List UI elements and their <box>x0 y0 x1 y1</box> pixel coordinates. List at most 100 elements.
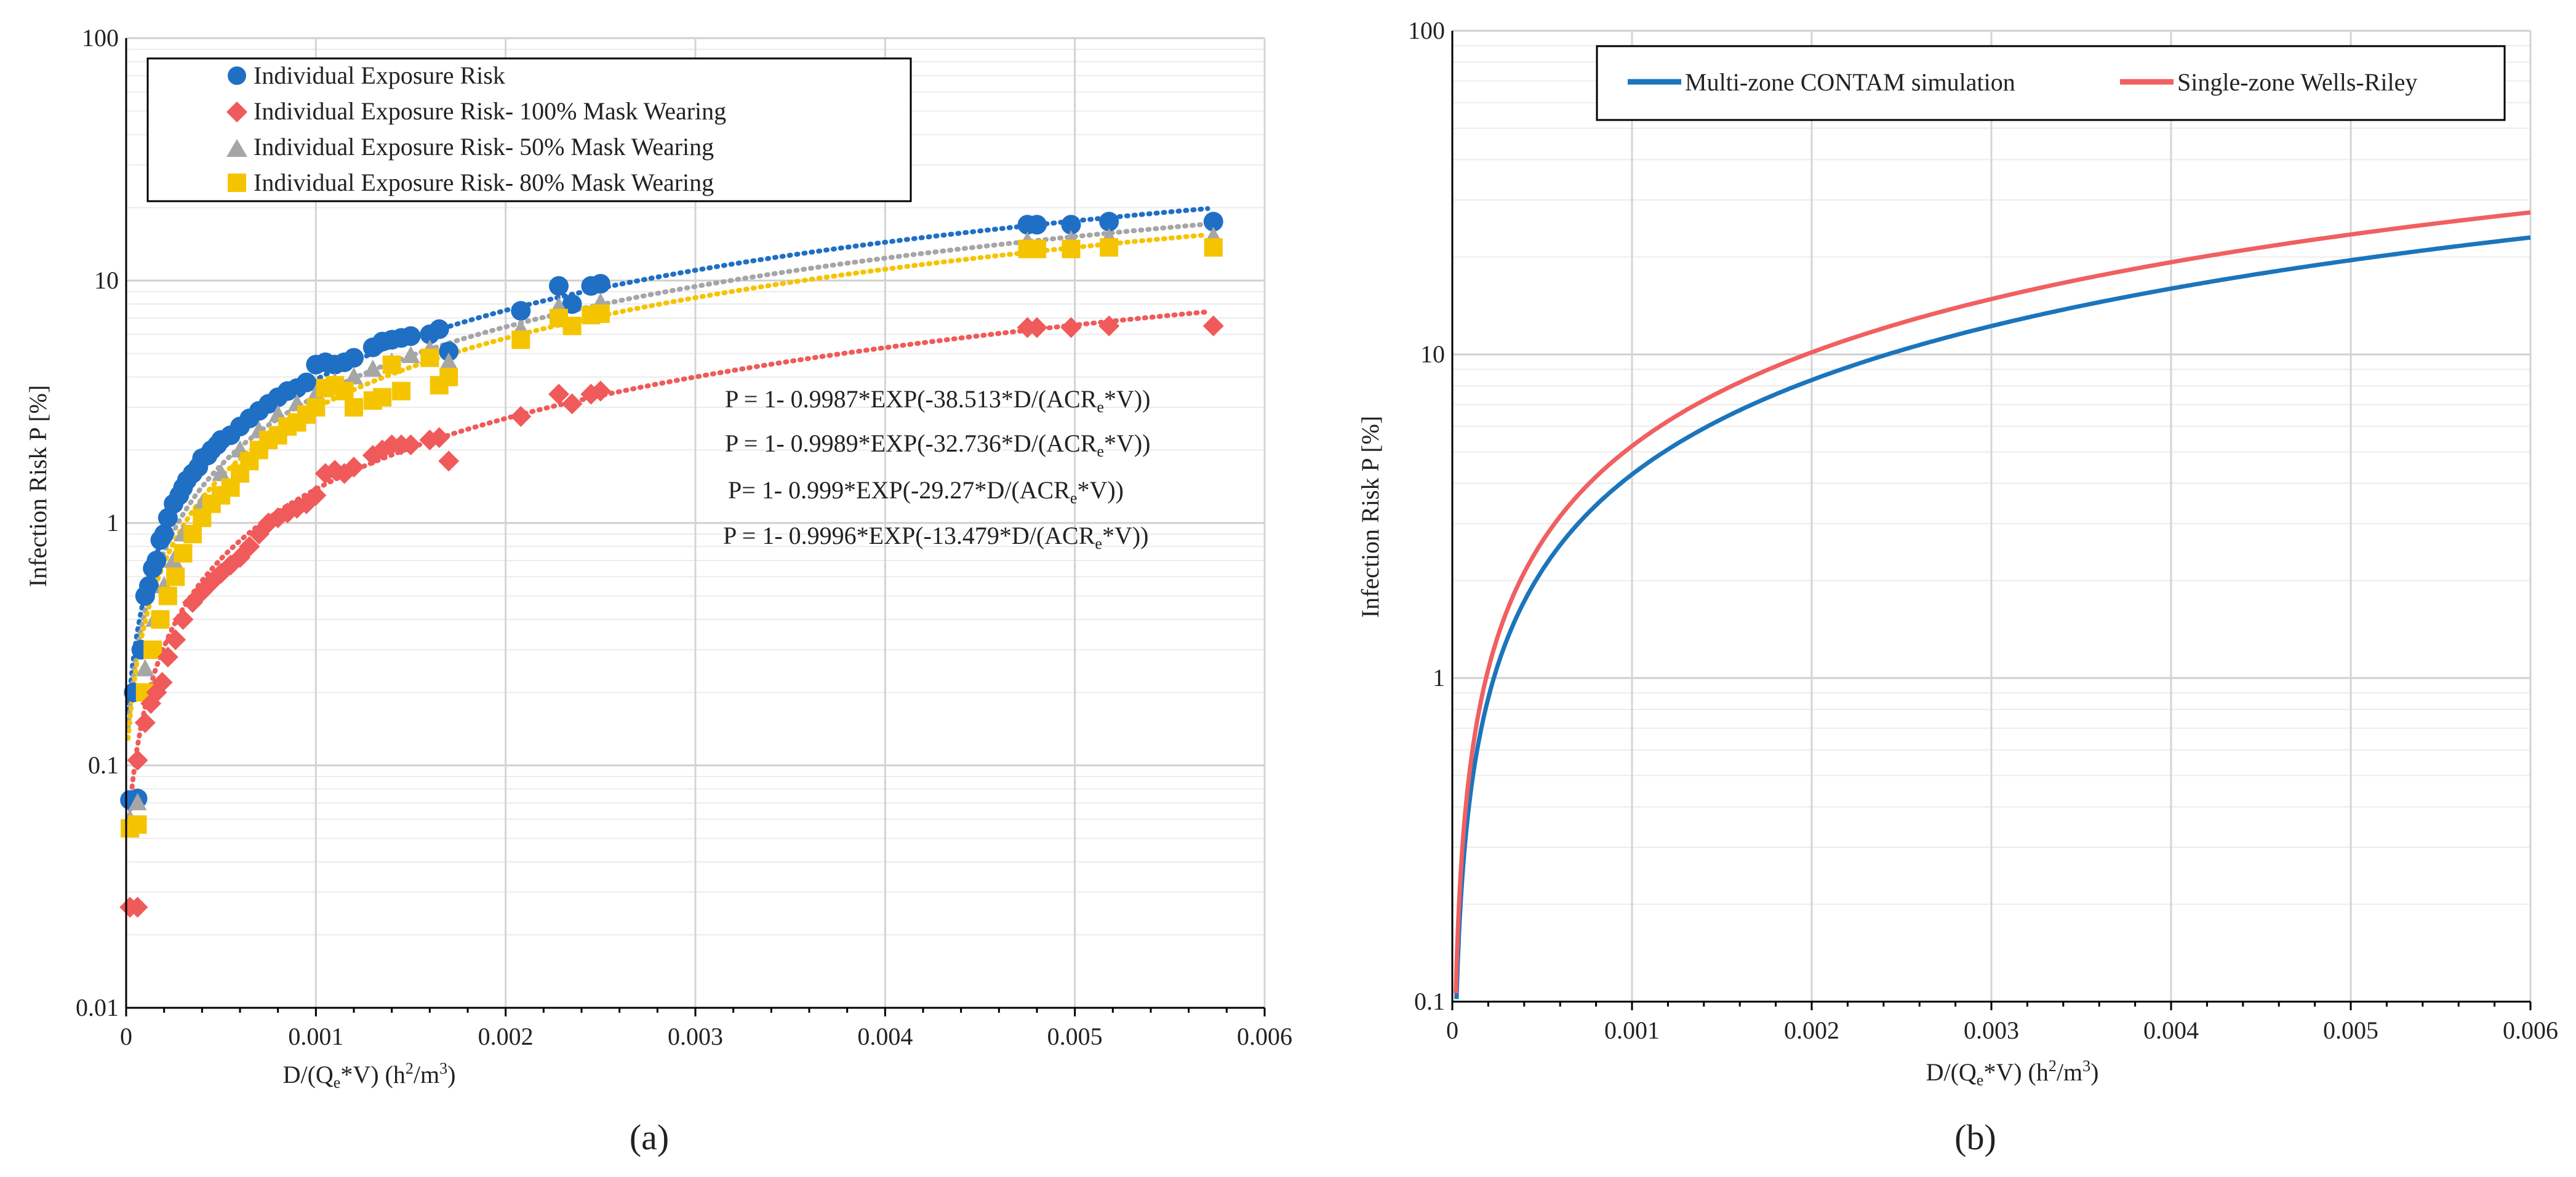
data-point <box>128 815 147 834</box>
data-point <box>1098 315 1120 337</box>
x-tick-labels-b: 0 0.001 0.002 0.003 0.004 0.005 0.006 <box>1446 1016 2558 1044</box>
caption-a: (a) <box>630 1117 669 1157</box>
data-point <box>1028 239 1046 258</box>
legend-a: Individual Exposure Risk Individual Expo… <box>146 57 912 202</box>
x-tick-label: 0 <box>120 1023 132 1050</box>
data-point <box>172 608 194 630</box>
data-point <box>165 629 186 650</box>
data-point <box>590 380 611 402</box>
y-tick-labels-b: 0.1 1 10 100 <box>1408 17 1445 1015</box>
legend-label: Single-zone Wells-Riley <box>2177 68 2417 96</box>
data-point <box>400 434 422 456</box>
data-point <box>1204 238 1223 257</box>
y-tick-label: 0.01 <box>76 994 119 1021</box>
data-point <box>164 551 183 569</box>
legend-label: Multi-zone CONTAM simulation <box>1685 68 2015 96</box>
data-point <box>420 348 439 367</box>
legend-label: Individual Exposure Risk <box>254 62 505 89</box>
equation-gray: P = 1- 0.9989*EXP(-32.736*D/(ACRe*V)) <box>725 429 1151 460</box>
legend-marker-diamond-icon <box>226 102 247 122</box>
legend-a-box <box>146 57 912 202</box>
data-point <box>135 659 154 677</box>
x-tick-labels-a: 0 0.001 0.002 0.003 0.004 0.005 0.006 <box>120 1023 1292 1050</box>
axes-b <box>1451 31 2532 1010</box>
data-point <box>1027 215 1047 235</box>
x-tick-label: 0.001 <box>1604 1016 1660 1044</box>
panel-a: 0 0.001 0.002 0.003 0.004 0.005 0.006 0.01 0.1 1… <box>24 24 1292 1157</box>
x-tick-label: 0.001 <box>288 1023 343 1050</box>
y-tick-label: 0.1 <box>1414 987 1445 1015</box>
grid-a <box>126 37 1266 1009</box>
data-point <box>401 326 421 346</box>
y-tick-label: 10 <box>94 266 119 294</box>
data-point <box>157 646 178 668</box>
equation-blue: P = 1- 0.9987*EXP(-38.513*D/(ACRe*V)) <box>725 385 1151 416</box>
data-point <box>1203 212 1223 232</box>
data-point <box>392 381 411 401</box>
legend-a-entry-yellow: Individual Exposure Risk- 80% Mask Weari… <box>228 169 714 196</box>
x-tick-label: 0.005 <box>2323 1016 2378 1044</box>
y-tick-labels-a: 0.01 0.1 1 10 100 <box>76 24 119 1021</box>
data-point <box>306 398 326 417</box>
curve-line_blue <box>1454 235 2531 999</box>
data-point <box>382 355 401 374</box>
data-point <box>128 793 147 811</box>
legend-a-entry-blue: Individual Exposure Risk <box>228 62 505 89</box>
data-point <box>151 610 170 629</box>
data-point <box>296 372 316 393</box>
legend-b-box <box>1596 45 2506 121</box>
x-tick-label: 0.006 <box>1237 1023 1292 1050</box>
data-point <box>174 544 193 563</box>
data-point <box>344 348 364 368</box>
data-point <box>134 712 156 733</box>
data-point <box>1062 239 1081 258</box>
data-point <box>510 405 532 427</box>
data-point <box>146 551 167 571</box>
y-tick-label: 1 <box>106 509 119 537</box>
legend-label: Individual Exposure Risk- 80% Mask Weari… <box>254 169 714 196</box>
data-point <box>591 304 610 323</box>
x-tick-label: 0 <box>1446 1016 1458 1044</box>
data-point <box>439 352 458 370</box>
fit-equations: P = 1- 0.9987*EXP(-38.513*D/(ACRe*V)) P … <box>723 385 1151 553</box>
data-point <box>345 398 363 417</box>
legend-marker-circle-icon <box>228 66 246 85</box>
equation-yellow: P= 1- 0.999*EXP(-29.27*D/(ACRe*V)) <box>728 476 1124 507</box>
legend-a-entry-gray: Individual Exposure Risk- 50% Mask Weari… <box>226 133 714 161</box>
y-tick-label: 1 <box>1433 664 1445 692</box>
data-point <box>127 896 148 918</box>
y-axis-label-b: Infection Risk P [%] <box>1356 416 1384 618</box>
x-tick-label: 0.002 <box>1784 1016 1839 1044</box>
curve-line_red <box>1454 210 2531 994</box>
legend-b: Multi-zone CONTAM simulation Single-zone… <box>1596 45 2506 121</box>
data-point <box>561 393 583 415</box>
data-point <box>343 457 364 478</box>
legend-marker-square-icon <box>228 174 246 192</box>
y-tick-label: 100 <box>82 24 119 52</box>
axes-a <box>125 38 1266 1016</box>
x-tick-label: 0.005 <box>1047 1023 1103 1050</box>
caption-b: (b) <box>1954 1117 1996 1157</box>
data-point <box>511 301 531 321</box>
x-axis-label-a: D/(Qe*V) (h2/m3) <box>283 1059 456 1091</box>
data-point <box>212 463 231 481</box>
data-point <box>590 274 610 294</box>
data-point <box>549 276 569 296</box>
data-points-a <box>119 212 1224 918</box>
data-point <box>1100 238 1119 257</box>
data-point <box>548 383 569 405</box>
data-point <box>1202 315 1224 337</box>
data-point <box>439 367 458 386</box>
data-point <box>562 316 582 335</box>
data-point <box>239 536 260 557</box>
legend-a-entry-red: Individual Exposure Risk- 100% Mask Wear… <box>226 97 726 125</box>
legend-b-entry-blue: Multi-zone CONTAM simulation <box>1628 68 2015 96</box>
trendline-blue <box>126 206 1210 713</box>
data-point <box>158 586 177 605</box>
data-point <box>154 524 174 545</box>
data-point <box>1099 212 1119 232</box>
data-point <box>345 367 363 385</box>
grid-b <box>1452 30 2532 1003</box>
data-point <box>335 381 354 401</box>
